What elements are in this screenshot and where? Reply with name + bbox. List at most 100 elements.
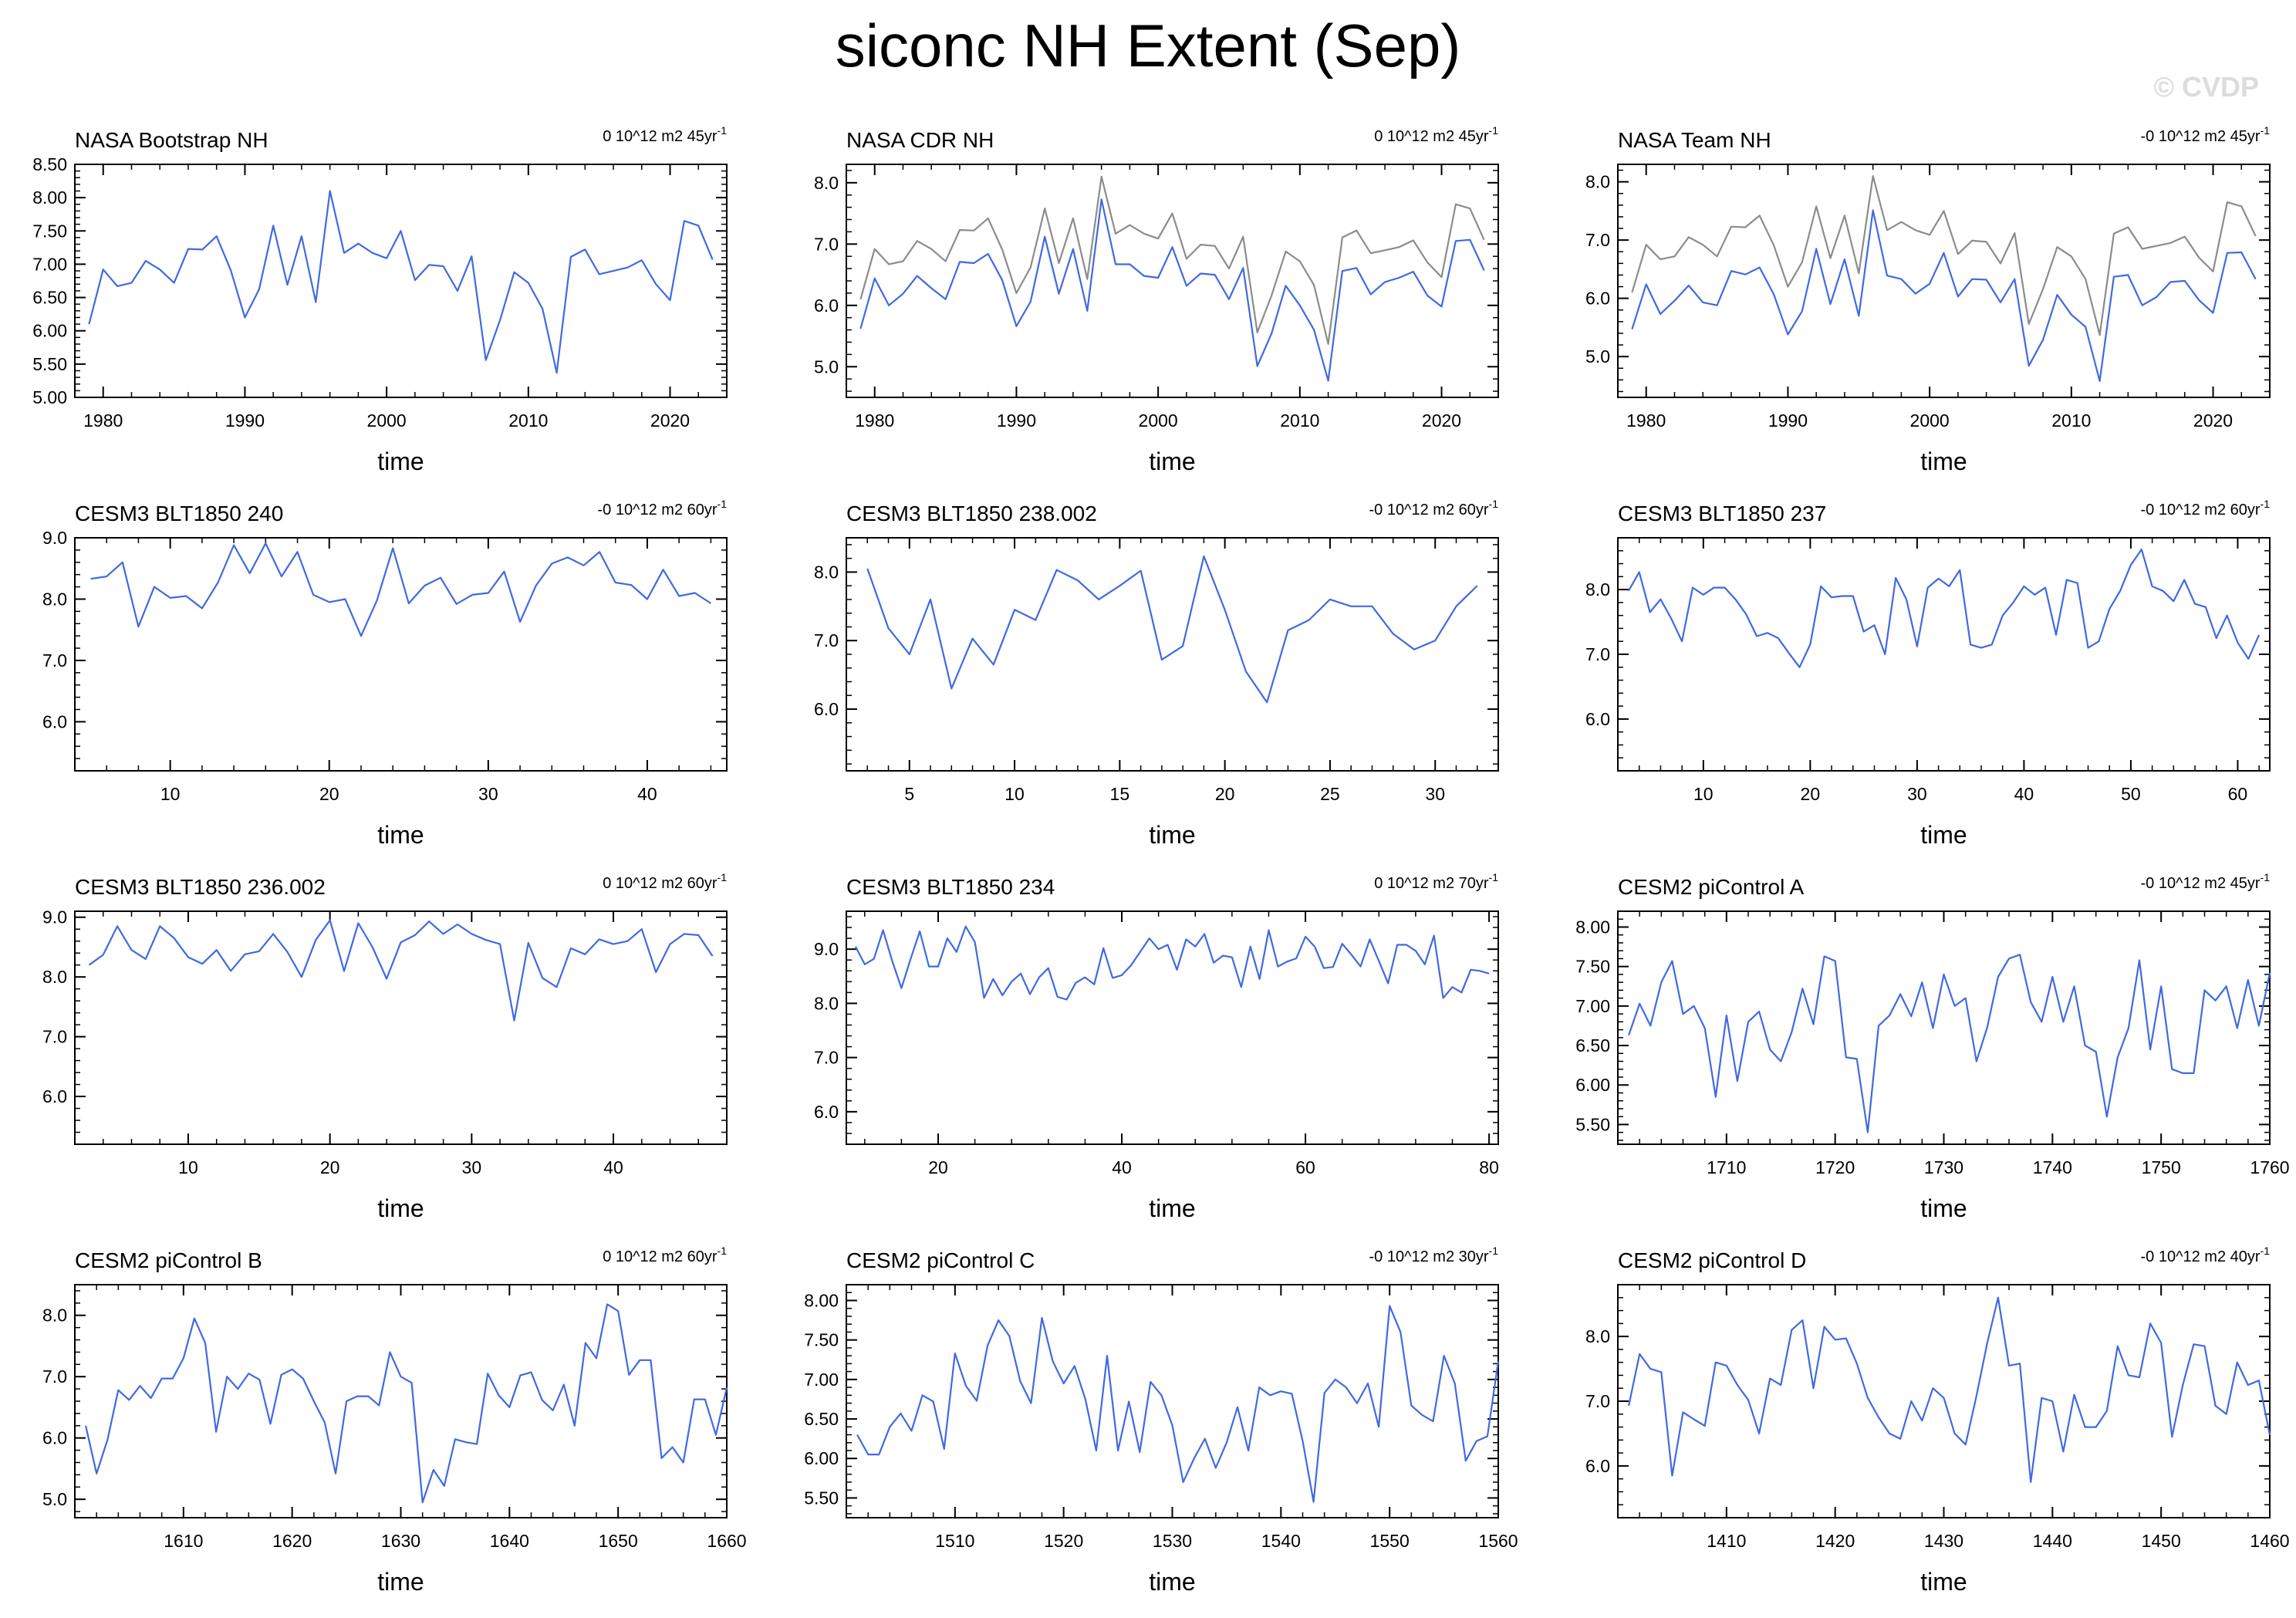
trend-label: -0 10^12 m2 60yr-1 — [2141, 498, 2271, 519]
x-tick-label: 1550 — [1370, 1531, 1410, 1551]
trend-label: -0 10^12 m2 45yr-1 — [2141, 124, 2271, 145]
x-tick-label: 40 — [2014, 784, 2034, 804]
chart-panel-5: CESM3 BLT1850 238.002 -0 10^12 m2 60yr-1 5… — [814, 498, 1499, 849]
x-axis-label: time — [1920, 821, 1967, 849]
x-tick-label: 1610 — [164, 1531, 203, 1551]
trend-label: 0 10^12 m2 60yr-1 — [603, 871, 727, 892]
x-tick-label: 1560 — [1478, 1531, 1518, 1551]
series-line-1 — [859, 175, 1485, 345]
x-tick-label: 1990 — [997, 410, 1036, 431]
y-tick-label: 8.0 — [814, 173, 839, 193]
y-tick-label: 6.0 — [1585, 289, 1610, 309]
x-tick-label: 40 — [637, 784, 657, 804]
y-tick-label: 6.0 — [42, 1086, 67, 1106]
x-tick-label: 1530 — [1153, 1531, 1192, 1551]
x-tick-label: 1620 — [272, 1531, 312, 1551]
x-tick-label: 1710 — [1707, 1157, 1746, 1177]
plot-frame — [1617, 164, 2271, 398]
y-tick-label: 6.0 — [814, 699, 839, 719]
plot-frame — [74, 1284, 728, 1518]
x-tick-label: 2000 — [1910, 410, 1950, 431]
chart-panel-10: CESM2 piControl B 0 10^12 m2 60yr-1 1610 16… — [42, 1245, 747, 1596]
y-tick-label: 7.0 — [1585, 1391, 1610, 1411]
x-tick-label: 1740 — [2033, 1157, 2072, 1177]
series-line-1 — [1627, 548, 2261, 668]
x-tick-label: 10 — [1693, 784, 1714, 804]
x-tick-label: 2010 — [1280, 410, 1319, 431]
trend-label: 0 10^12 m2 45yr-1 — [1374, 124, 1498, 145]
plot-frame — [1617, 537, 2271, 772]
plot-frame — [74, 164, 728, 398]
x-axis-label: time — [377, 821, 424, 849]
trend-label: -0 10^12 m2 45yr-1 — [2141, 871, 2271, 892]
panel-title: CESM2 piControl A — [1618, 875, 1805, 899]
y-tick-label: 7.00 — [804, 1370, 839, 1390]
y-tick-label: 7.0 — [1585, 644, 1610, 664]
x-tick-label: 1980 — [1626, 410, 1666, 431]
y-tick-label: 6.0 — [1585, 1456, 1610, 1476]
y-tick-label: 6.50 — [804, 1409, 839, 1429]
y-tick-label: 8.0 — [42, 589, 67, 609]
y-tick-label: 7.50 — [804, 1330, 839, 1350]
plot-frame — [1617, 910, 2271, 1145]
series-line-1 — [854, 925, 1490, 1001]
x-axis-label: time — [1149, 1194, 1195, 1222]
y-tick-label: 6.50 — [1575, 1035, 1610, 1056]
x-axis-label: time — [1149, 1568, 1195, 1596]
y-tick-label: 7.0 — [42, 1366, 67, 1387]
chart-panel-4: CESM3 BLT1850 240 -0 10^12 m2 60yr-1 10 20 3… — [42, 498, 728, 849]
series-line-1 — [856, 1305, 1500, 1503]
x-tick-label: 1660 — [707, 1531, 746, 1551]
y-tick-label: 5.00 — [32, 387, 67, 407]
panel-title: CESM2 piControl C — [846, 1248, 1035, 1272]
y-tick-label: 6.0 — [42, 711, 67, 731]
panel-title: CESM3 BLT1850 234 — [846, 875, 1055, 899]
series-line-1 — [85, 1303, 728, 1504]
x-tick-label: 20 — [1215, 784, 1235, 804]
panel-title: CESM3 BLT1850 237 — [1618, 502, 1826, 525]
y-tick-label: 6.00 — [1575, 1075, 1610, 1095]
panel-title: NASA Team NH — [1618, 128, 1771, 152]
y-tick-label: 6.00 — [804, 1448, 839, 1468]
x-tick-label: 1520 — [1044, 1531, 1083, 1551]
y-tick-label: 8.0 — [814, 562, 839, 582]
y-tick-label: 7.0 — [42, 650, 67, 671]
y-tick-label: 8.0 — [42, 1306, 67, 1326]
panel-title: CESM2 piControl B — [75, 1248, 262, 1272]
x-tick-label: 2010 — [2051, 410, 2091, 431]
x-tick-label: 2000 — [1139, 410, 1178, 431]
y-tick-label: 6.0 — [814, 1102, 839, 1122]
x-tick-label: 20 — [1801, 784, 1821, 804]
series-line-1 — [1631, 175, 2257, 336]
y-tick-label: 9.0 — [42, 907, 67, 927]
figure-title: siconc NH Extent (Sep) — [835, 12, 1461, 79]
series-line-1 — [88, 919, 714, 1022]
trend-label: -0 10^12 m2 30yr-1 — [1369, 1245, 1499, 1265]
y-tick-label: 8.50 — [32, 154, 67, 174]
panel-title: CESM3 BLT1850 238.002 — [846, 502, 1097, 525]
y-tick-label: 7.50 — [1575, 957, 1610, 977]
chart-panel-6: CESM3 BLT1850 237 -0 10^12 m2 60yr-1 10 20 3… — [1585, 498, 2271, 849]
plot-frame — [1617, 1284, 2271, 1518]
y-tick-label: 5.50 — [1575, 1114, 1610, 1134]
y-tick-label: 8.0 — [814, 993, 839, 1013]
trend-label: -0 10^12 m2 40yr-1 — [2141, 1245, 2271, 1265]
y-tick-label: 6.0 — [1585, 709, 1610, 729]
x-tick-label: 1450 — [2142, 1531, 2181, 1551]
x-tick-label: 50 — [2121, 784, 2141, 804]
x-axis-label: time — [1149, 448, 1195, 475]
chart-panel-9: CESM2 piControl A -0 10^12 m2 45yr-1 1710 1… — [1575, 871, 2289, 1222]
x-axis-label: time — [377, 1194, 424, 1222]
x-tick-label: 25 — [1320, 784, 1340, 804]
x-tick-label: 40 — [1112, 1157, 1132, 1177]
y-tick-label: 6.0 — [42, 1428, 67, 1448]
y-tick-label: 9.0 — [814, 939, 839, 959]
y-tick-label: 8.0 — [1585, 1326, 1610, 1346]
y-tick-label: 7.0 — [814, 630, 839, 650]
y-tick-label: 7.0 — [42, 1027, 67, 1047]
y-tick-label: 6.0 — [814, 296, 839, 316]
y-tick-label: 7.0 — [1585, 230, 1610, 250]
series-line-1 — [90, 542, 712, 637]
y-tick-label: 7.0 — [814, 234, 839, 254]
x-tick-label: 2020 — [2193, 410, 2233, 431]
